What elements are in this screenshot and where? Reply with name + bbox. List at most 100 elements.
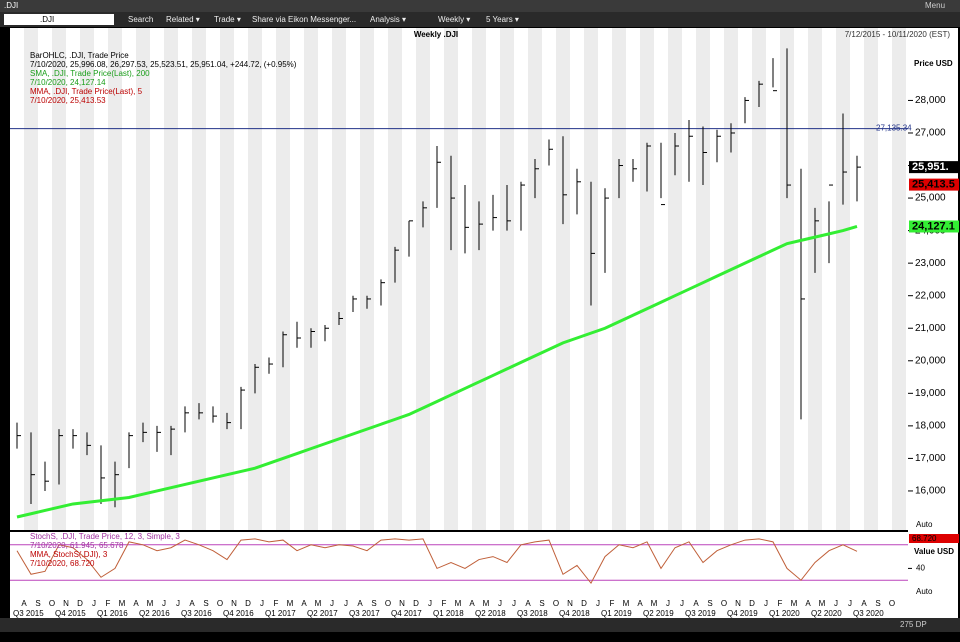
month-label: J (92, 599, 96, 608)
y-tick-label: 18,000 (915, 421, 946, 432)
month-band (612, 28, 626, 530)
last-label: 25,413.5 (912, 179, 955, 191)
toolbar-item[interactable]: Share via Eikon Messenger... (252, 15, 356, 24)
month-label: A (469, 599, 475, 608)
month-label: O (49, 599, 55, 608)
month-label: D (245, 599, 251, 608)
last-label: 24,127.1 (912, 220, 955, 232)
quarter-label: Q3 2016 (181, 609, 212, 618)
reference-label: 27,135.34 (876, 124, 912, 133)
month-label: J (162, 599, 166, 608)
month-label: S (875, 599, 880, 608)
month-label: J (260, 599, 264, 608)
month-label: J (666, 599, 670, 608)
month-band (80, 28, 94, 530)
quarter-label: Q4 2016 (223, 609, 254, 618)
month-band (164, 28, 178, 530)
month-band (500, 28, 514, 530)
month-label: J (428, 599, 432, 608)
quarter-label: Q4 2019 (727, 609, 758, 618)
toolbar-item[interactable]: 5 Years ▾ (486, 15, 519, 24)
y-tick-label: 22,000 (915, 290, 946, 301)
toolbar (0, 12, 960, 27)
month-label: O (553, 599, 559, 608)
month-label: D (77, 599, 83, 608)
month-band (752, 28, 766, 530)
month-label: A (21, 599, 27, 608)
last-box (909, 161, 959, 174)
y-tick-label: 28,000 (915, 95, 946, 106)
auto[interactable]: Auto (916, 520, 933, 529)
month-label: M (119, 599, 126, 608)
toolbar-item[interactable]: Analysis ▾ (370, 15, 406, 24)
month-label: F (106, 599, 111, 608)
stoch-line (16, 538, 858, 585)
month-label: J (680, 599, 684, 608)
quarter-label: Q3 2015 (13, 609, 44, 618)
month-band (836, 28, 850, 530)
month-label: M (147, 599, 154, 608)
month-band (192, 28, 206, 530)
month-label: O (385, 599, 391, 608)
month-label: A (301, 599, 307, 608)
quarter-label: Q3 2019 (685, 609, 716, 618)
y-tick-label: 20,000 (915, 355, 946, 366)
month-label: M (651, 599, 658, 608)
month-band (780, 28, 794, 530)
toolbar-item[interactable]: Related ▾ (166, 15, 200, 24)
auto[interactable]: Auto (916, 587, 933, 596)
month-label: D (413, 599, 419, 608)
scroll-bar (0, 618, 960, 632)
stoch-panel (10, 532, 908, 598)
menu[interactable]: Menu (925, 1, 945, 10)
month-band (892, 28, 906, 530)
month-label: N (735, 599, 741, 608)
month-label: M (455, 599, 462, 608)
stoch-legend: MMA, StochS(.DJI), 3 (30, 550, 108, 559)
month-label: O (721, 599, 727, 608)
month-label: A (861, 599, 867, 608)
month-band (220, 28, 234, 530)
legend-line: MMA, .DJI, Trade Price(Last), 5 (30, 87, 143, 96)
quarter-label: Q2 2016 (139, 609, 170, 618)
quarter-label: Q1 2019 (601, 609, 632, 618)
month-label: M (315, 599, 322, 608)
month-label: D (749, 599, 755, 608)
month-band (276, 28, 290, 530)
month-band (136, 28, 150, 530)
month-label: N (399, 599, 405, 608)
last-label: 25,951. (912, 161, 949, 173)
month-label: S (203, 599, 208, 608)
quarter-label: Q3 2018 (517, 609, 548, 618)
axis-label: Price USD (914, 59, 953, 68)
month-label: N (231, 599, 237, 608)
month-label: M (819, 599, 826, 608)
toolbar-item[interactable]: Trade ▾ (214, 15, 241, 24)
quarter-label: Q4 2017 (391, 609, 422, 618)
month-label: F (274, 599, 279, 608)
month-label: D (581, 599, 587, 608)
symbol-input[interactable] (4, 14, 114, 25)
quarter-label: Q1 2018 (433, 609, 464, 618)
month-label: J (176, 599, 180, 608)
month-label: S (707, 599, 712, 608)
month-band (332, 28, 346, 530)
month-label: A (693, 599, 699, 608)
month-label: A (805, 599, 811, 608)
month-band (640, 28, 654, 530)
stoch-legend: 7/10/2020, 68.720 (30, 559, 95, 568)
toolbar-item[interactable]: Search (128, 15, 153, 24)
legend-line: SMA, .DJI, Trade Price(Last), 200 (30, 69, 150, 78)
last-box (909, 220, 959, 233)
dp: 275 DP (900, 620, 927, 629)
y-tick-label: 40 (916, 564, 925, 573)
month-band (52, 28, 66, 530)
month-label: J (834, 599, 838, 608)
month-band (864, 28, 878, 530)
toolbar-item[interactable]: Weekly ▾ (438, 15, 470, 24)
y-tick-label: 21,000 (915, 323, 946, 334)
month-band (556, 28, 570, 530)
month-label: O (217, 599, 223, 608)
